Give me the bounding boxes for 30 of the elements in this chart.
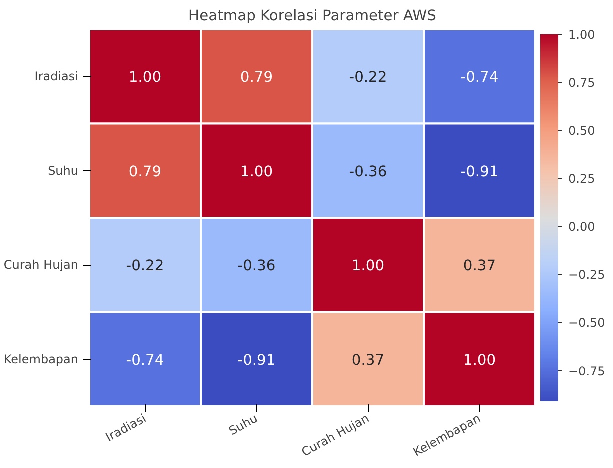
data-label: -0.36 [349,163,388,180]
data-label: 0.37 [352,352,385,369]
data-label: -0.22 [126,258,164,275]
data-label: 1.00 [128,69,162,86]
color-bar-label: 1.00 [568,28,596,42]
y-tick-label: Curah Hujan [4,258,79,272]
data-label: -0.36 [238,258,276,275]
data-label: 1.00 [352,258,385,275]
data-label: -0.74 [126,352,164,369]
color-bar-label: −0.75 [568,364,606,378]
data-label: 1.00 [463,352,496,369]
data-label: 1.00 [240,163,274,180]
data-label: -0.74 [460,69,499,86]
y-tick-label: Iradiasi [34,70,78,84]
chart-title: Heatmap Korelasi Parameter AWS [188,8,436,24]
data-label: -0.22 [349,69,388,86]
color-bar-label: 0.50 [568,124,596,138]
y-tick-label: Kelembapan [4,352,78,366]
x-tick-label: Suhu [226,411,260,438]
data-label: 0.79 [240,69,274,86]
color-bar-label: −0.50 [568,316,606,330]
color-bar-label: 0.00 [568,220,596,234]
data-label: -0.91 [460,163,499,180]
data-label: -0.91 [238,352,276,369]
color-bar-label: −0.25 [568,268,606,282]
y-tick-label: Suhu [48,164,79,178]
color-bar-label: 0.75 [568,76,596,90]
data-label: 0.37 [463,258,496,275]
data-label: 0.79 [128,163,162,180]
color-bar-label: 0.25 [568,172,596,186]
